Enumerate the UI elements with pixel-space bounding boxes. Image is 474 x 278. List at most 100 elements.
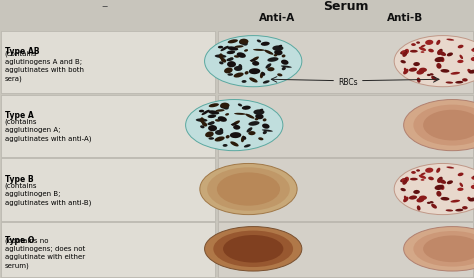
Ellipse shape [435, 185, 444, 190]
Ellipse shape [199, 110, 204, 112]
Ellipse shape [455, 209, 463, 212]
Ellipse shape [260, 72, 264, 78]
Ellipse shape [239, 39, 248, 44]
Ellipse shape [230, 141, 239, 147]
Ellipse shape [471, 48, 474, 52]
Ellipse shape [467, 69, 472, 73]
Ellipse shape [413, 62, 420, 66]
Ellipse shape [282, 54, 285, 58]
Ellipse shape [410, 50, 418, 53]
Ellipse shape [242, 80, 246, 83]
Ellipse shape [404, 100, 474, 151]
Ellipse shape [225, 113, 229, 116]
Ellipse shape [440, 57, 445, 62]
Ellipse shape [403, 197, 409, 202]
Ellipse shape [404, 196, 407, 200]
Ellipse shape [411, 43, 416, 46]
Ellipse shape [241, 136, 245, 142]
Ellipse shape [254, 109, 264, 115]
Ellipse shape [394, 163, 474, 215]
Ellipse shape [431, 204, 437, 208]
Ellipse shape [259, 109, 263, 111]
Ellipse shape [404, 68, 407, 73]
Ellipse shape [439, 179, 446, 184]
Ellipse shape [235, 45, 244, 48]
Ellipse shape [208, 125, 217, 131]
Ellipse shape [401, 178, 407, 183]
Ellipse shape [471, 185, 474, 189]
Ellipse shape [200, 117, 204, 123]
Ellipse shape [425, 40, 433, 45]
Ellipse shape [419, 175, 426, 179]
Ellipse shape [404, 177, 409, 182]
Text: (contains
agglutinogen B;
agglutinates with anti-B): (contains agglutinogen B; agglutinates w… [5, 183, 91, 206]
Ellipse shape [425, 168, 433, 173]
Ellipse shape [428, 177, 434, 180]
Ellipse shape [413, 190, 420, 194]
Text: Type A: Type A [5, 111, 34, 120]
Bar [1, 31, 215, 93]
Ellipse shape [257, 39, 261, 43]
Ellipse shape [401, 51, 407, 55]
Ellipse shape [473, 47, 474, 50]
Ellipse shape [201, 110, 210, 115]
Ellipse shape [417, 205, 420, 210]
Ellipse shape [248, 121, 260, 126]
Ellipse shape [253, 49, 265, 51]
Ellipse shape [436, 191, 441, 197]
Ellipse shape [437, 177, 442, 183]
Ellipse shape [219, 61, 224, 64]
Ellipse shape [261, 42, 270, 46]
Ellipse shape [238, 64, 242, 69]
Ellipse shape [267, 57, 279, 62]
Bar [1, 222, 215, 277]
Ellipse shape [210, 121, 214, 124]
Ellipse shape [255, 118, 258, 120]
Text: –: – [101, 1, 108, 13]
Ellipse shape [420, 173, 426, 175]
Ellipse shape [255, 114, 264, 119]
Ellipse shape [210, 115, 215, 118]
Ellipse shape [423, 235, 474, 262]
Ellipse shape [416, 41, 420, 44]
Ellipse shape [459, 183, 463, 187]
Ellipse shape [244, 49, 248, 52]
Ellipse shape [447, 167, 454, 168]
Ellipse shape [234, 73, 244, 78]
Ellipse shape [196, 118, 208, 122]
Ellipse shape [258, 137, 264, 140]
Ellipse shape [278, 45, 282, 47]
Ellipse shape [457, 60, 464, 63]
Ellipse shape [232, 120, 240, 126]
Ellipse shape [457, 188, 464, 191]
Ellipse shape [427, 202, 431, 204]
Ellipse shape [263, 80, 270, 84]
Ellipse shape [467, 197, 472, 201]
Ellipse shape [459, 55, 463, 59]
Ellipse shape [262, 72, 265, 76]
Ellipse shape [428, 49, 434, 53]
Ellipse shape [249, 77, 258, 83]
Ellipse shape [420, 51, 425, 53]
Ellipse shape [244, 144, 251, 148]
Ellipse shape [436, 63, 441, 69]
Ellipse shape [413, 105, 474, 146]
Text: Anti-A: Anti-A [259, 13, 295, 23]
Ellipse shape [251, 56, 259, 62]
Ellipse shape [471, 57, 474, 61]
Ellipse shape [248, 131, 255, 135]
Ellipse shape [200, 125, 205, 128]
Ellipse shape [215, 119, 220, 122]
Bar [218, 222, 473, 277]
Ellipse shape [208, 121, 215, 125]
Text: (contains
agglutinogen A;
agglutinates with anti-A): (contains agglutinogen A; agglutinates w… [5, 119, 91, 142]
Ellipse shape [233, 125, 240, 130]
Ellipse shape [402, 52, 407, 57]
Ellipse shape [430, 73, 434, 76]
Ellipse shape [447, 39, 454, 41]
Ellipse shape [416, 169, 420, 172]
Ellipse shape [205, 36, 302, 87]
Ellipse shape [231, 123, 237, 125]
Ellipse shape [223, 144, 228, 147]
Ellipse shape [220, 46, 228, 51]
